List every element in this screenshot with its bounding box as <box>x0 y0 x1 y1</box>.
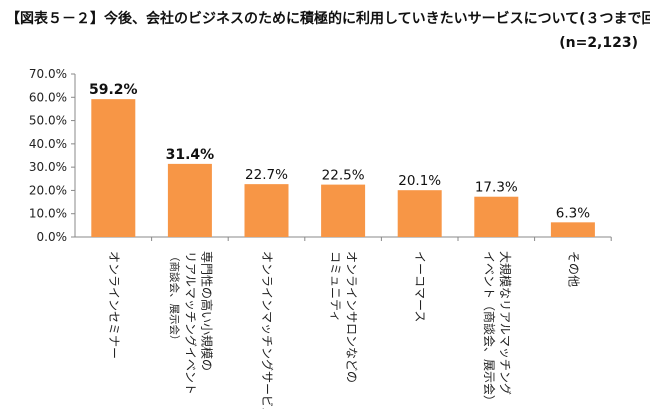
category-label: イベント（商談会、展示会） <box>482 251 497 407</box>
category-label: コミュニティ <box>329 251 343 322</box>
y-tick-label: 20.0% <box>29 183 67 197</box>
bar <box>167 163 212 237</box>
data-label: 6.3% <box>556 205 590 221</box>
bar <box>474 196 519 237</box>
y-tick-label: 30.0% <box>29 160 67 174</box>
y-tick-label: 0.0% <box>37 230 68 244</box>
y-tick-label: 60.0% <box>29 90 67 104</box>
bar <box>321 184 366 237</box>
data-label: 31.4% <box>166 147 215 163</box>
category-label: オンラインサロンなどの <box>345 251 359 383</box>
chart-title: 【図表５－２】今後、会社のビジネスのために積極的に利用していきたいサービスについ… <box>6 11 650 27</box>
data-label: 20.1% <box>398 173 441 189</box>
y-tick-label: 50.0% <box>29 114 67 128</box>
data-label: 17.3% <box>475 180 518 196</box>
y-tick-label: 40.0% <box>29 137 67 151</box>
category-label: （商談会、展示会） <box>168 251 181 346</box>
bar <box>550 222 595 237</box>
data-label: 22.5% <box>322 168 365 184</box>
data-label: 59.2% <box>89 82 138 98</box>
y-tick-label: 10.0% <box>29 207 67 221</box>
bar <box>397 190 442 237</box>
category-label: イーコマース <box>413 251 427 322</box>
data-label: 22.7% <box>245 167 288 183</box>
category-label: オンラインセミナー <box>107 251 121 359</box>
sample-size: (n=2,123) <box>559 35 638 51</box>
y-tick-label: 70.0% <box>29 67 67 81</box>
category-label: リアルマッチングイベント <box>183 251 197 395</box>
bar <box>244 184 289 237</box>
category-label: オンラインマッチングサービス <box>260 251 274 409</box>
category-label: 大規模なリアルマッチング <box>498 251 513 395</box>
category-label: その他 <box>566 251 580 287</box>
category-label: 専門性の高い小規模の <box>199 251 214 371</box>
bar <box>91 99 136 237</box>
